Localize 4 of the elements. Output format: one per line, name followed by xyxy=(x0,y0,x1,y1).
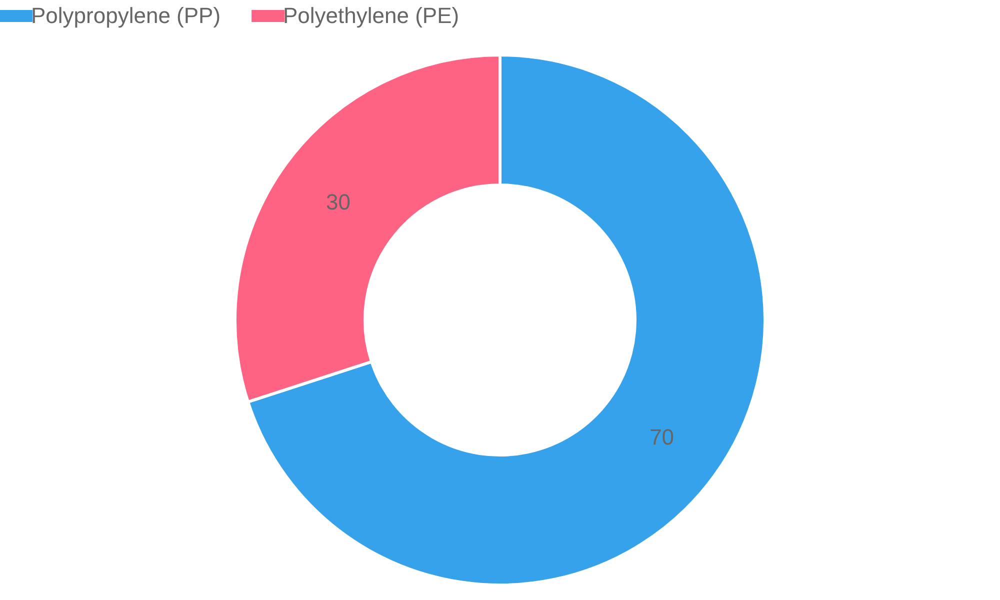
data-label: 70 xyxy=(650,424,674,450)
legend-label: Polyethylene (PE) xyxy=(283,3,460,28)
legend-label: Polypropylene (PP) xyxy=(31,3,221,28)
data-label: 30 xyxy=(326,189,350,214)
